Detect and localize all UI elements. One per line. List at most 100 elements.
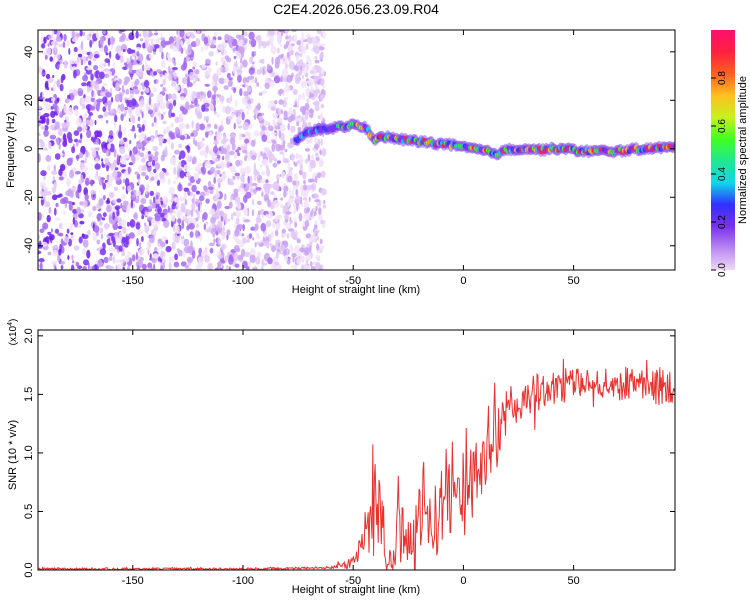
y-tick-label: 1.0 bbox=[23, 445, 35, 460]
noise-speckle bbox=[224, 105, 231, 115]
noise-speckle bbox=[231, 38, 238, 47]
noise-speckle bbox=[92, 205, 97, 212]
noise-speckle bbox=[228, 201, 233, 209]
noise-speckle bbox=[257, 152, 261, 161]
noise-speckle bbox=[80, 59, 84, 66]
noise-speckle bbox=[99, 227, 104, 234]
noise-speckle bbox=[280, 132, 285, 141]
noise-speckle bbox=[71, 146, 76, 154]
noise-speckle bbox=[107, 143, 111, 150]
noise-speckle bbox=[174, 253, 179, 261]
noise-speckle bbox=[294, 245, 301, 254]
noise-speckle bbox=[64, 236, 70, 244]
noise-speckle bbox=[202, 212, 208, 221]
noise-speckle bbox=[284, 216, 290, 220]
noise-speckle bbox=[178, 182, 182, 191]
noise-speckle bbox=[175, 225, 180, 235]
noise-speckle bbox=[168, 256, 175, 262]
noise-speckle bbox=[195, 168, 198, 172]
noise-speckle bbox=[96, 98, 103, 103]
noise-speckle bbox=[275, 214, 283, 220]
noise-speckle bbox=[292, 188, 294, 197]
noise-speckle bbox=[141, 236, 144, 242]
noise-speckle bbox=[109, 130, 114, 136]
noise-speckle bbox=[39, 262, 43, 270]
noise-speckle bbox=[185, 145, 190, 150]
noise-speckle bbox=[178, 135, 186, 140]
noise-speckle bbox=[113, 159, 117, 167]
noise-speckle bbox=[293, 207, 297, 214]
noise-speckle bbox=[154, 173, 159, 182]
noise-speckle bbox=[112, 199, 116, 204]
noise-speckle bbox=[294, 101, 298, 108]
noise-speckle bbox=[96, 170, 99, 177]
noise-speckle bbox=[192, 77, 196, 82]
noise-speckle bbox=[63, 104, 68, 114]
noise-speckle bbox=[192, 95, 195, 100]
noise-speckle bbox=[182, 250, 186, 257]
noise-speckle bbox=[122, 186, 125, 190]
noise-speckle bbox=[284, 30, 289, 33]
noise-speckle bbox=[251, 51, 255, 58]
noise-speckle bbox=[97, 258, 103, 268]
noise-speckle bbox=[147, 205, 153, 210]
noise-speckle bbox=[165, 245, 172, 253]
noise-speckle bbox=[191, 184, 197, 193]
noise-speckle bbox=[235, 211, 241, 218]
noise-speckle bbox=[163, 168, 167, 173]
noise-speckle bbox=[281, 240, 288, 245]
noise-speckle bbox=[153, 103, 160, 111]
noise-speckle bbox=[145, 212, 149, 217]
noise-speckle bbox=[155, 69, 162, 73]
noise-speckle bbox=[70, 234, 73, 239]
noise-speckle bbox=[121, 204, 128, 211]
noise-speckle bbox=[218, 77, 225, 85]
noise-speckle bbox=[114, 93, 120, 103]
noise-speckle bbox=[148, 54, 154, 59]
noise-speckle bbox=[207, 262, 213, 270]
noise-speckle bbox=[54, 153, 61, 160]
noise-speckle bbox=[183, 77, 188, 84]
noise-speckle bbox=[133, 61, 138, 66]
noise-speckle bbox=[78, 213, 84, 219]
noise-speckle bbox=[317, 201, 322, 207]
noise-speckle bbox=[239, 88, 243, 97]
noise-speckle bbox=[51, 170, 58, 175]
noise-speckle bbox=[90, 190, 97, 195]
noise-speckle bbox=[108, 256, 113, 261]
noise-speckle bbox=[128, 112, 133, 118]
noise-speckle bbox=[98, 198, 104, 207]
noise-speckle bbox=[256, 82, 260, 87]
noise-speckle bbox=[235, 112, 239, 118]
noise-speckle bbox=[287, 200, 291, 207]
noise-speckle bbox=[102, 195, 106, 201]
noise-speckle bbox=[309, 245, 312, 253]
noise-speckle bbox=[287, 162, 291, 171]
noise-speckle bbox=[256, 232, 260, 239]
noise-speckle bbox=[299, 255, 306, 263]
noise-speckle bbox=[320, 219, 324, 225]
noise-speckle bbox=[74, 138, 79, 143]
noise-speckle bbox=[235, 99, 238, 108]
noise-speckle bbox=[192, 66, 195, 70]
noise-speckle bbox=[205, 58, 212, 65]
noise-speckle bbox=[204, 70, 211, 76]
noise-speckle bbox=[193, 172, 199, 181]
colorbar-tick-label: 0.4 bbox=[717, 167, 728, 181]
noise-speckle bbox=[120, 155, 126, 164]
noise-speckle bbox=[102, 83, 108, 87]
noise-speckle bbox=[294, 221, 298, 228]
noise-speckle bbox=[139, 184, 145, 193]
noise-speckle bbox=[167, 136, 171, 144]
noise-speckle bbox=[194, 69, 200, 75]
noise-speckle bbox=[179, 116, 182, 123]
noise-speckle bbox=[201, 138, 205, 142]
noise-speckle bbox=[244, 165, 251, 175]
noise-speckle bbox=[153, 71, 158, 76]
noise-speckle bbox=[152, 145, 159, 152]
noise-speckle bbox=[52, 84, 56, 92]
noise-speckle bbox=[306, 98, 310, 103]
noise-speckle bbox=[127, 185, 132, 192]
noise-speckle bbox=[270, 191, 275, 196]
noise-speckle bbox=[222, 105, 226, 113]
